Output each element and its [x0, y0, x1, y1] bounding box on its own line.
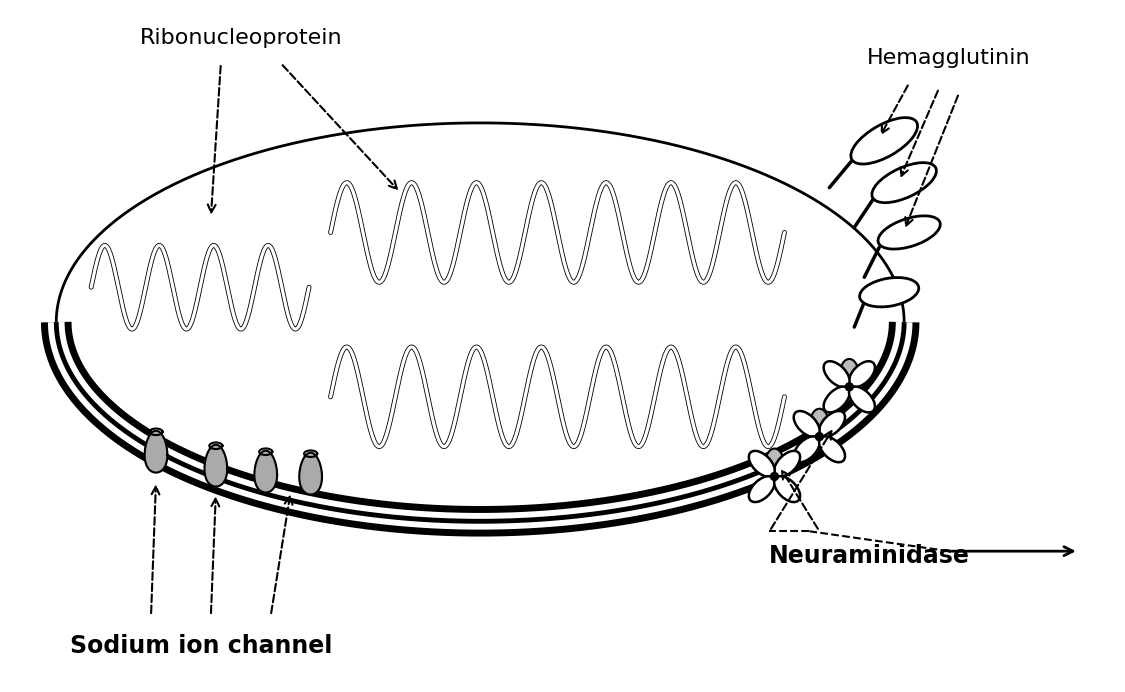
Ellipse shape — [824, 387, 849, 412]
Ellipse shape — [840, 359, 858, 387]
Ellipse shape — [850, 118, 918, 164]
Text: Neuraminidase: Neuraminidase — [768, 544, 970, 568]
Ellipse shape — [849, 387, 875, 412]
Ellipse shape — [749, 476, 775, 502]
Circle shape — [771, 473, 778, 480]
Ellipse shape — [878, 216, 940, 249]
Text: Hemagglutinin: Hemagglutinin — [867, 48, 1030, 68]
Ellipse shape — [872, 163, 936, 203]
Ellipse shape — [774, 451, 800, 477]
Ellipse shape — [849, 361, 875, 387]
Ellipse shape — [774, 476, 800, 502]
Polygon shape — [254, 450, 277, 493]
Polygon shape — [205, 445, 227, 486]
Ellipse shape — [765, 448, 783, 477]
Ellipse shape — [749, 451, 775, 477]
Ellipse shape — [860, 277, 919, 307]
Ellipse shape — [819, 437, 845, 462]
Ellipse shape — [794, 437, 820, 462]
Ellipse shape — [819, 411, 845, 437]
Circle shape — [816, 432, 824, 441]
Ellipse shape — [794, 411, 820, 437]
Circle shape — [845, 383, 853, 391]
Polygon shape — [299, 453, 322, 495]
Text: Ribonucleoprotein: Ribonucleoprotein — [140, 28, 342, 48]
Polygon shape — [145, 430, 168, 473]
Text: Sodium ion channel: Sodium ion channel — [70, 634, 332, 658]
Ellipse shape — [810, 409, 828, 437]
Ellipse shape — [824, 361, 849, 387]
